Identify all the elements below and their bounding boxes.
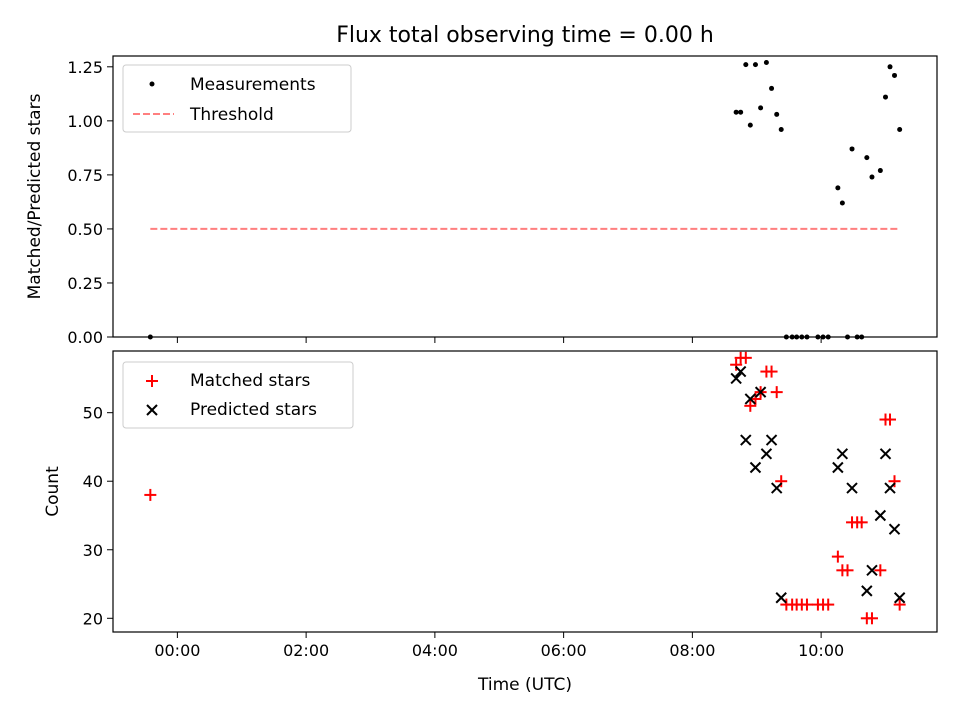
top-y-tick-label: 1.25 bbox=[67, 58, 103, 77]
top-plot-area bbox=[147, 59, 903, 340]
measurement-point bbox=[887, 64, 893, 70]
matched-stars-point bbox=[739, 351, 752, 364]
matched-stars-point bbox=[841, 564, 854, 577]
legend-marker-measurements bbox=[149, 81, 155, 87]
predicted-stars-point bbox=[861, 585, 873, 597]
matched-stars-point bbox=[144, 488, 157, 501]
top-ticks: 0.00 0.25 0.50 0.75 1.00 1.25 bbox=[67, 58, 822, 347]
measurement-point bbox=[883, 94, 888, 100]
top-y-tick-label: 1.00 bbox=[67, 112, 103, 131]
top-y-tick-label: 0.25 bbox=[67, 274, 103, 293]
matched-stars-point bbox=[888, 475, 901, 488]
measurement-point bbox=[849, 146, 855, 152]
predicted-stars-point bbox=[765, 434, 778, 446]
predicted-stars-point bbox=[770, 482, 783, 494]
measurement-point bbox=[769, 85, 775, 91]
predicted-stars-point bbox=[884, 482, 896, 494]
x-tick-label: 08:00 bbox=[669, 641, 715, 660]
bottom-panel: 00:00 02:00 04:00 06:00 08:00 10:00 20 30 40 50 C… bbox=[43, 350, 938, 695]
predicted-stars-point bbox=[832, 461, 844, 474]
legend-label-matched-stars: Matched stars bbox=[190, 371, 310, 391]
predicted-stars-point bbox=[744, 393, 757, 405]
measurement-point bbox=[758, 105, 764, 111]
bottom-ticks: 00:00 02:00 04:00 06:00 08:00 10:00 20 30 40 50 bbox=[83, 404, 845, 660]
top-legend-box bbox=[122, 64, 352, 133]
predicted-stars-point bbox=[775, 592, 787, 604]
measurement-point bbox=[774, 111, 780, 117]
bottom-y-tick-label: 50 bbox=[83, 404, 103, 423]
bottom-legend-box bbox=[122, 361, 354, 429]
measurement-point bbox=[877, 168, 883, 174]
matched-stars-point bbox=[831, 550, 844, 563]
matched-stars-point bbox=[770, 386, 783, 399]
top-y-tick-label: 0.75 bbox=[67, 166, 103, 185]
x-axis-label: Time (UTC) bbox=[477, 675, 572, 695]
predicted-stars-point bbox=[874, 509, 887, 522]
top-y-tick-label: 0.00 bbox=[67, 328, 103, 347]
predicted-stars-point bbox=[754, 386, 767, 398]
predicted-stars-point bbox=[734, 365, 747, 378]
measurement-point bbox=[778, 126, 784, 132]
matched-stars-point bbox=[730, 358, 743, 371]
bottom-y-tick-label: 30 bbox=[83, 541, 103, 560]
measurement-point bbox=[839, 200, 845, 206]
legend-label-threshold: Threshold bbox=[189, 105, 274, 125]
bottom-y-axis-label: Count bbox=[43, 466, 63, 517]
predicted-stars-point bbox=[893, 592, 906, 604]
predicted-stars-point bbox=[740, 434, 752, 446]
matched-stars-point bbox=[765, 365, 778, 378]
x-tick-label: 10:00 bbox=[798, 641, 844, 660]
predicted-stars-point bbox=[866, 564, 878, 577]
matched-stars-point bbox=[893, 598, 906, 611]
bottom-axes-frame bbox=[112, 350, 938, 633]
measurement-point bbox=[864, 155, 870, 161]
x-tick-label: 02:00 bbox=[283, 641, 329, 660]
matched-stars-point bbox=[775, 475, 788, 488]
bottom-y-tick-label: 20 bbox=[83, 609, 103, 628]
measurement-point bbox=[763, 59, 769, 65]
predicted-stars-point bbox=[846, 482, 858, 494]
measurement-point bbox=[869, 174, 875, 180]
top-panel: Flux total observing time = 0.00 h 0.000… bbox=[25, 23, 938, 347]
predicted-stars-point bbox=[836, 448, 849, 460]
matched-stars-point bbox=[874, 564, 887, 577]
predicted-stars-point bbox=[879, 448, 892, 460]
x-tick-label: 06:00 bbox=[541, 641, 587, 660]
predicted-stars-point bbox=[749, 461, 762, 474]
measurement-point bbox=[752, 62, 758, 68]
legend-label-measurements: Measurements bbox=[190, 75, 316, 95]
predicted-stars-point bbox=[730, 372, 742, 385]
top-y-tick-label: 0.50 bbox=[67, 220, 103, 239]
matched-stars-point bbox=[884, 413, 897, 426]
measurement-point bbox=[743, 62, 749, 68]
predicted-stars-point bbox=[888, 523, 901, 535]
measurement-point bbox=[733, 109, 739, 115]
matched-stars-point bbox=[744, 399, 757, 412]
top-legend: Measurements Threshold bbox=[122, 64, 352, 133]
bottom-y-tick-label: 40 bbox=[83, 472, 103, 491]
measurement-point bbox=[897, 126, 903, 132]
top-y-axis-label: Matched/Predicted stars bbox=[25, 93, 45, 299]
chart-title: Flux total observing time = 0.00 h bbox=[336, 23, 714, 48]
matched-stars-point bbox=[822, 598, 835, 611]
matched-stars-point bbox=[855, 516, 868, 529]
predicted-stars-point bbox=[760, 448, 773, 460]
measurement-point bbox=[835, 185, 841, 191]
top-axes-frame bbox=[112, 55, 938, 338]
x-tick-label: 04:00 bbox=[412, 641, 458, 660]
measurement-point bbox=[892, 72, 898, 78]
measurement-point bbox=[747, 122, 753, 128]
legend-marker-predicted-stars bbox=[146, 404, 158, 416]
legend-marker-matched-stars bbox=[146, 375, 158, 387]
matched-stars-point bbox=[865, 612, 878, 625]
bottom-plot-area bbox=[144, 351, 906, 625]
x-tick-label: 00:00 bbox=[154, 641, 200, 660]
bottom-legend: Matched stars Predicted stars bbox=[122, 361, 354, 429]
matched-stars-point bbox=[800, 598, 813, 611]
measurement-point bbox=[738, 109, 744, 115]
legend-label-predicted-stars: Predicted stars bbox=[190, 400, 317, 420]
